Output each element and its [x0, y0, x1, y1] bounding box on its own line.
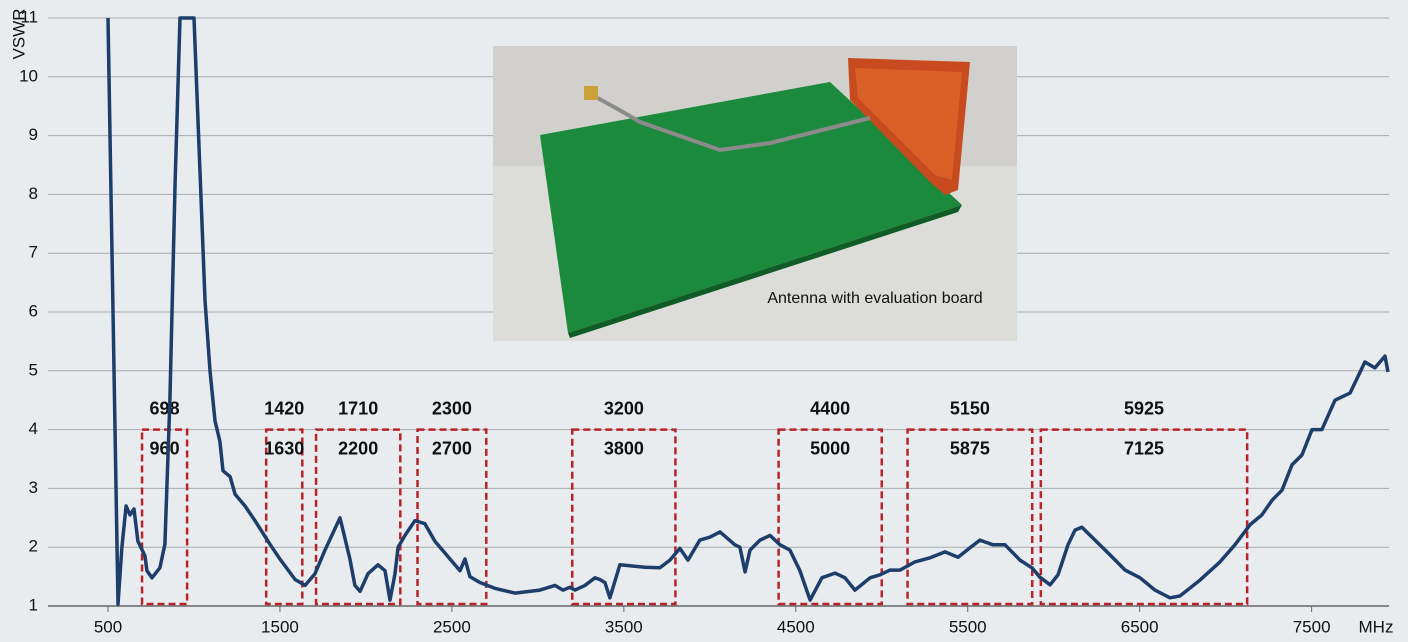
band-high-label: 960 — [150, 438, 180, 458]
band-box — [140, 428, 189, 606]
x-ticks: 500 1500 2500 3500 4500 5500 6500 7500 — [94, 606, 1331, 636]
band-high-label: 2700 — [432, 438, 472, 458]
inset-photo: Antenna with evaluation board — [493, 46, 1017, 341]
x-tick-label: 2500 — [433, 617, 471, 636]
y-tick-label: 1 — [29, 595, 38, 614]
bands: 698 960 1420 1630 1710 2200 2300 2700 3200 3800 44… — [140, 398, 1249, 606]
y-tick-label: 4 — [29, 419, 38, 438]
band-high-label: 5875 — [950, 438, 990, 458]
y-tick-label: 9 — [29, 125, 38, 144]
band-low-label: 1420 — [264, 398, 304, 418]
band-low-label: 698 — [150, 398, 180, 418]
band-low-label: 3200 — [604, 398, 644, 418]
band-box — [906, 428, 1034, 606]
band-box — [777, 428, 884, 606]
band-high-label: 7125 — [1124, 438, 1164, 458]
x-tick-label: 4500 — [777, 617, 815, 636]
x-tick-label: 500 — [94, 617, 122, 636]
band-box — [1039, 428, 1249, 606]
band-box — [571, 428, 677, 606]
y-tick-label: 3 — [29, 478, 38, 497]
band-box — [314, 428, 402, 606]
y-tick-label: 7 — [29, 243, 38, 262]
y-tick-label: 2 — [29, 537, 38, 556]
y-tick-label: 6 — [29, 301, 38, 320]
connector — [584, 86, 598, 100]
band-high-label: 2200 — [338, 438, 378, 458]
x-axis-label: MHz — [1359, 617, 1394, 636]
x-tick-label: 3500 — [605, 617, 643, 636]
band-high-label: 3800 — [604, 438, 644, 458]
y-tick-label: 5 — [29, 360, 38, 379]
y-tick-label: 10 — [19, 66, 38, 85]
band-low-label: 5150 — [950, 398, 990, 418]
y-axis-label: VSWR — [9, 9, 28, 60]
band-low-label: 1710 — [338, 398, 378, 418]
band-low-label: 4400 — [810, 398, 850, 418]
x-tick-label: 7500 — [1293, 617, 1331, 636]
pcb-edge — [568, 205, 962, 338]
antenna-face — [855, 68, 962, 180]
inset-caption: Antenna with evaluation board — [767, 290, 982, 307]
band-box — [416, 428, 488, 606]
y-tick-label: 8 — [29, 184, 38, 203]
band-high-label: 5000 — [810, 438, 850, 458]
band-high-label: 1630 — [264, 438, 304, 458]
y-tick-label: 11 — [20, 7, 38, 26]
pcb-board — [540, 82, 962, 333]
grid: 1 2 3 4 5 6 7 8 9 10 11 — [19, 7, 1389, 614]
band-low-label: 2300 — [432, 398, 472, 418]
vswr-line — [106, 16, 1390, 606]
x-tick-label: 6500 — [1121, 617, 1159, 636]
x-tick-label: 1500 — [261, 617, 299, 636]
x-tick-label: 5500 — [949, 617, 987, 636]
cable — [591, 93, 871, 153]
band-low-label: 5925 — [1124, 398, 1164, 418]
series — [106, 16, 1390, 606]
band-box — [264, 428, 304, 606]
